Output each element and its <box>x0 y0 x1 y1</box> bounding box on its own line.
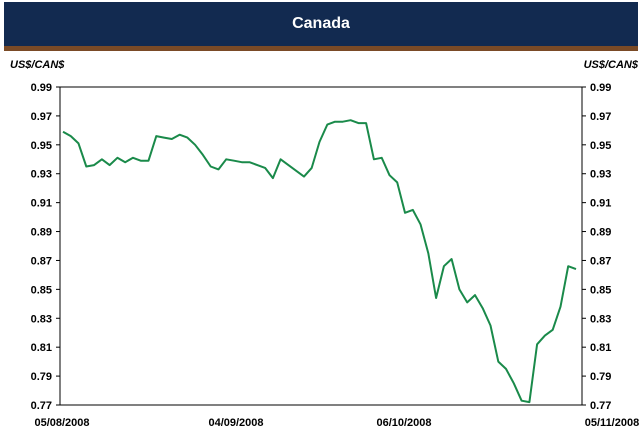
y-tick-label-left: 0.99 <box>31 82 52 94</box>
x-tick-label: 05/11/2008 <box>585 417 639 429</box>
title-banner <box>4 2 638 46</box>
y-tick-label-right: 0.79 <box>590 371 611 383</box>
x-tick-label: 05/08/2008 <box>34 417 89 429</box>
y-tick-label-left: 0.95 <box>31 140 52 152</box>
y-tick-label-right: 0.97 <box>590 111 611 123</box>
y-tick-label-left: 0.81 <box>31 342 52 354</box>
y-tick-label-right: 0.95 <box>590 140 611 152</box>
y-tick-label-right: 0.83 <box>590 313 611 325</box>
y-tick-label-left: 0.89 <box>31 227 52 239</box>
y-tick-label-left: 0.97 <box>31 111 52 123</box>
y-tick-label-left: 0.91 <box>31 198 52 210</box>
x-tick-label: 04/09/2008 <box>208 417 263 429</box>
y-tick-label-right: 0.91 <box>590 198 611 210</box>
banner-rule <box>4 46 638 51</box>
y-axis-label-left: US$/CAN$ <box>10 59 65 71</box>
chart-title: Canada <box>292 15 350 32</box>
y-tick-label-left: 0.87 <box>31 255 52 267</box>
y-tick-label-left: 0.79 <box>31 371 52 383</box>
y-tick-label-right: 0.89 <box>590 227 611 239</box>
x-tick-label: 06/10/2008 <box>376 417 431 429</box>
plot-frame <box>59 86 583 406</box>
y-tick-label-left: 0.83 <box>31 313 52 325</box>
exchange-rate-line <box>62 119 577 404</box>
y-tick-label-left: 0.93 <box>31 169 52 181</box>
y-axis-label-right: US$/CAN$ <box>583 59 638 71</box>
y-tick-label-left: 0.85 <box>31 284 52 296</box>
y-tick-label-left: 0.77 <box>31 400 52 412</box>
y-tick-label-right: 0.87 <box>590 255 611 267</box>
y-tick-label-right: 0.93 <box>590 169 611 181</box>
y-tick-label-right: 0.81 <box>590 342 611 354</box>
y-tick-label-right: 0.99 <box>590 82 611 94</box>
y-tick-label-right: 0.85 <box>590 284 611 296</box>
y-tick-label-right: 0.77 <box>590 400 611 412</box>
